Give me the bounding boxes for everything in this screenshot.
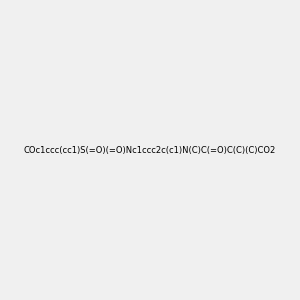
Text: COc1ccc(cc1)S(=O)(=O)Nc1ccc2c(c1)N(C)C(=O)C(C)(C)CO2: COc1ccc(cc1)S(=O)(=O)Nc1ccc2c(c1)N(C)C(=… <box>24 146 276 154</box>
